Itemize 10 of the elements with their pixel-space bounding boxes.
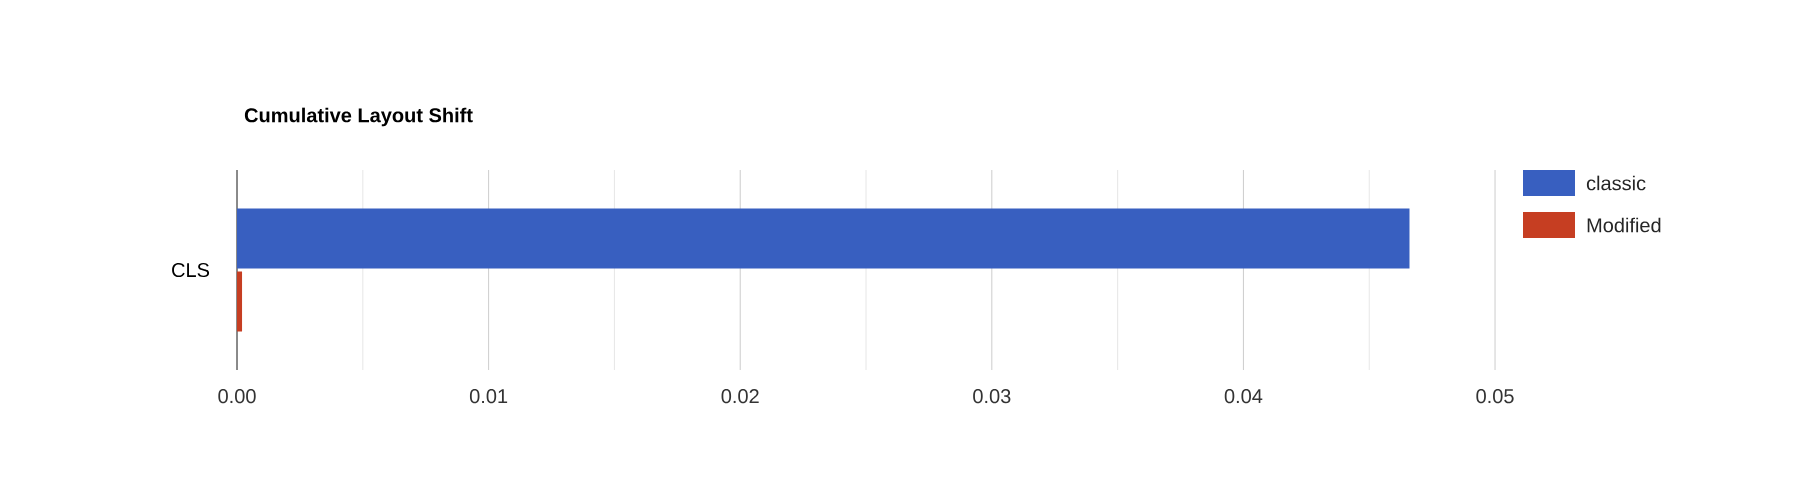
y-tick-label: CLS — [172, 262, 210, 278]
x-tick-label: 0.01 — [469, 389, 508, 404]
x-tick-label: 0.05 — [1476, 389, 1514, 404]
chart-title: Cumulative Layout Shift — [244, 107, 473, 127]
x-tick-label: 0.02 — [721, 389, 759, 404]
x-tick-label: 0.03 — [973, 389, 1011, 404]
x-tick-label: 0.04 — [1224, 389, 1263, 404]
x-tick-label: 0.00 — [218, 389, 256, 404]
legend-label: classic — [1586, 175, 1646, 191]
legend-label: Modified — [1587, 217, 1661, 233]
